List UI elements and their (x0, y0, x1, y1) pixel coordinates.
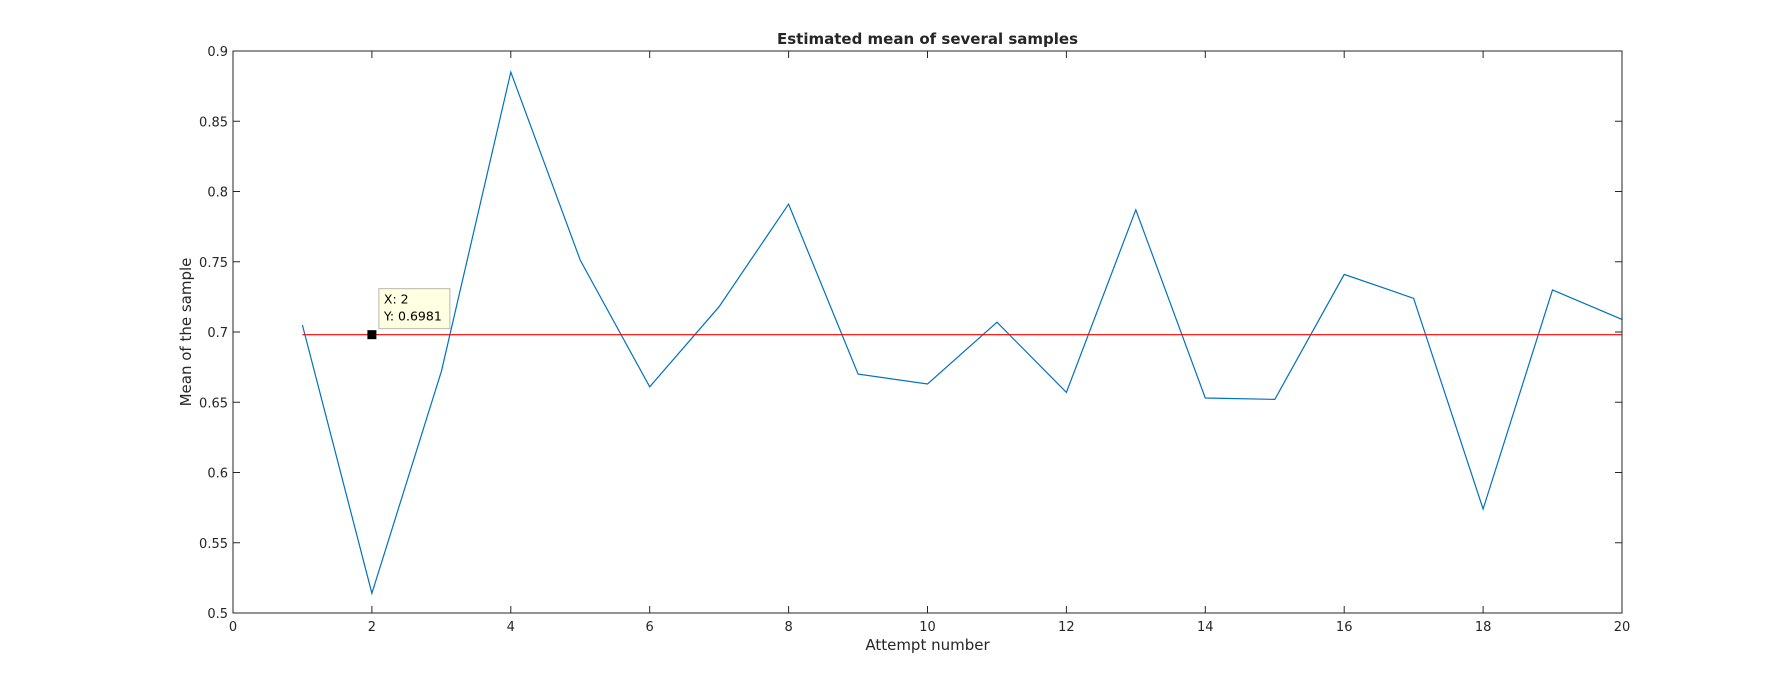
x-tick-label: 8 (784, 620, 792, 635)
y-tick-label: 0.8 (207, 186, 228, 201)
ticks-layer: 0 2 4 6 8 10 12 14 16 18 20 0.5 0.55 0.6 0.65 0.7 0.75 0.… (199, 45, 1630, 635)
y-tick-label: 0.85 (199, 115, 228, 130)
x-axis-label: Attempt number (865, 636, 990, 654)
x-tick-label: 16 (1336, 620, 1353, 635)
series-layer (301, 70, 1623, 596)
chart-title: Estimated mean of several samples (777, 30, 1078, 48)
datatip-line: X: 2 (384, 292, 409, 307)
x-tick-label: 2 (368, 620, 376, 635)
datatip-line: Y: 0.6981 (383, 309, 442, 324)
x-tick-label: 0 (229, 620, 237, 635)
y-tick-label: 0.5 (207, 607, 228, 622)
y-tick-label: 0.7 (207, 326, 228, 341)
datatip-box (378, 288, 451, 330)
x-tick-label: 14 (1197, 620, 1214, 635)
x-tick-label: 6 (646, 620, 654, 635)
x-tick-label: 18 (1475, 620, 1492, 635)
axes-box (232, 50, 1623, 614)
y-tick-label: 0.75 (199, 256, 228, 271)
x-tick-label: 12 (1058, 620, 1075, 635)
y-tick-label: 0.55 (199, 537, 228, 552)
datatip-marker[interactable] (367, 330, 377, 340)
x-tick-label: 10 (919, 620, 936, 635)
y-tick-label: 0.6 (207, 467, 228, 482)
x-tick-label: 20 (1614, 620, 1631, 635)
x-tick-label: 4 (507, 620, 515, 635)
y-axis-label: Mean of the sample (177, 258, 195, 407)
y-tick-label: 0.9 (207, 45, 228, 60)
annotation-layer: X: 2 Y: 0.6981 (367, 288, 451, 340)
y-tick-label: 0.65 (199, 396, 228, 411)
datatip[interactable]: X: 2 Y: 0.6981 (367, 288, 451, 340)
series-line-sample-means (301, 70, 1623, 596)
axes-background (233, 51, 1622, 613)
